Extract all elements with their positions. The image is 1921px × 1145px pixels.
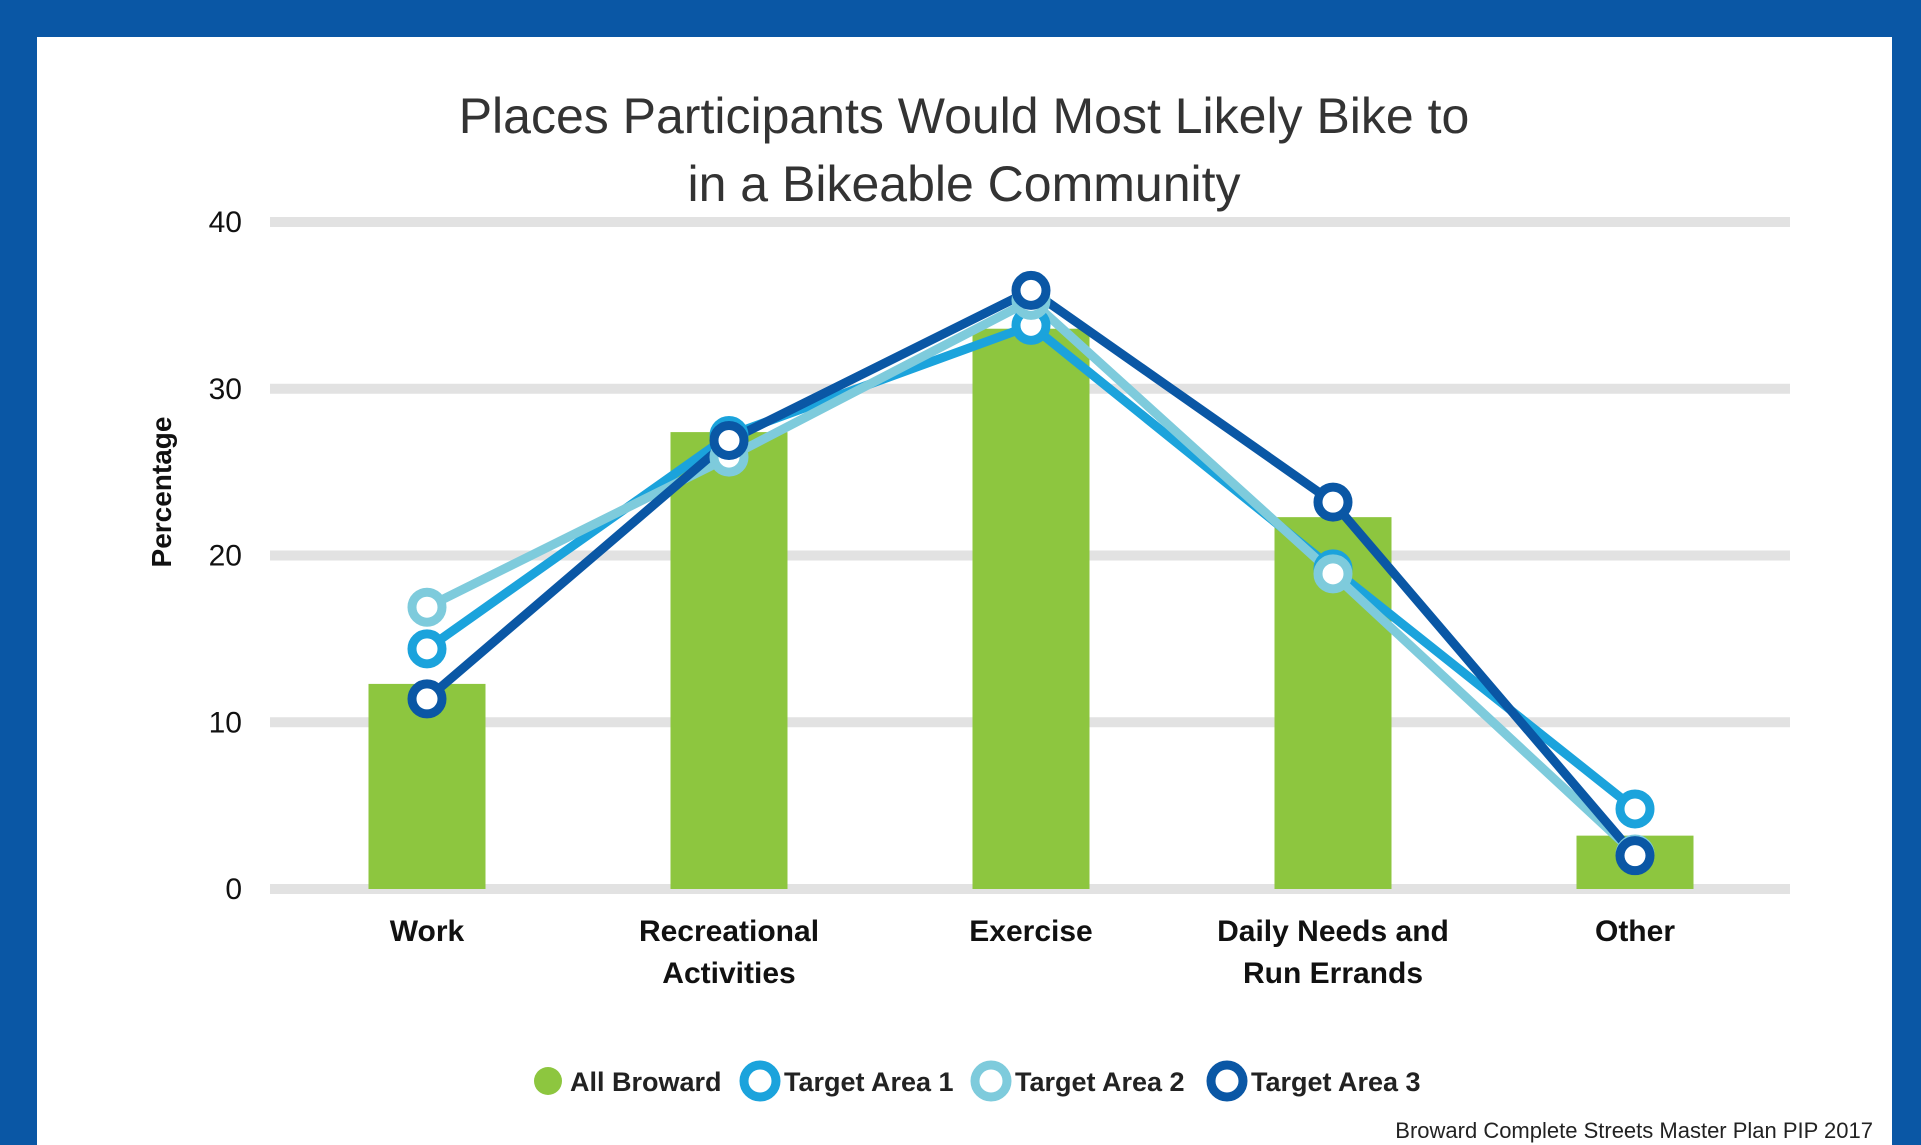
x-category-label: Daily Needs and bbox=[1217, 915, 1449, 948]
chart-card: Places Participants Would Most Likely Bi… bbox=[37, 37, 1892, 1145]
legend-marker bbox=[534, 1067, 562, 1095]
x-category-label: Other bbox=[1595, 915, 1675, 948]
bar bbox=[972, 328, 1090, 890]
legend-marker bbox=[739, 1060, 781, 1102]
series-lines bbox=[407, 270, 1655, 876]
series-marker bbox=[1313, 482, 1353, 522]
source-note: Broward Complete Streets Master Plan PIP… bbox=[1395, 1118, 1873, 1143]
legend-label: Target Area 3 bbox=[1251, 1067, 1421, 1097]
series-marker bbox=[1011, 270, 1051, 310]
bar bbox=[670, 432, 788, 889]
y-tick-label: 0 bbox=[225, 873, 242, 906]
y-axis-label: Percentage bbox=[146, 417, 177, 568]
series-marker bbox=[709, 420, 749, 460]
series-marker bbox=[1615, 836, 1655, 876]
series-marker bbox=[1615, 789, 1655, 829]
series-marker bbox=[407, 679, 447, 719]
legend-marker bbox=[970, 1060, 1012, 1102]
x-category-label: Recreational bbox=[639, 915, 819, 948]
legend-label: All Broward bbox=[570, 1067, 722, 1097]
y-tick-label: 40 bbox=[209, 206, 242, 239]
legend-marker bbox=[1206, 1060, 1248, 1102]
series-marker bbox=[407, 587, 447, 627]
x-category-label: Run Errands bbox=[1243, 957, 1423, 990]
legend-label: Target Area 1 bbox=[784, 1067, 954, 1097]
y-tick-label: 20 bbox=[209, 540, 242, 573]
x-category-label: Activities bbox=[662, 957, 795, 990]
y-tick-label: 10 bbox=[209, 706, 242, 739]
chart-svg: Places Participants Would Most Likely Bi… bbox=[146, 88, 1873, 1143]
series-marker bbox=[1313, 554, 1353, 594]
legend-label: Target Area 2 bbox=[1015, 1067, 1185, 1097]
chart-title-line: in a Bikeable Community bbox=[687, 156, 1240, 212]
chart-title-line: Places Participants Would Most Likely Bi… bbox=[459, 88, 1470, 144]
series-marker bbox=[407, 629, 447, 669]
bars bbox=[368, 328, 1694, 890]
y-axis-ticks: 0 10 20 30 40 bbox=[209, 206, 242, 906]
chart-title: Places Participants Would Most Likely Bi… bbox=[459, 88, 1470, 212]
y-tick-label: 30 bbox=[209, 373, 242, 406]
x-category-label: Exercise bbox=[969, 915, 1092, 948]
x-axis-categories: Work Recreational Activities Exercise Daily … bbox=[390, 915, 1676, 990]
legend: All Broward Target Area 1 Target Area 2 Tar… bbox=[534, 1060, 1421, 1102]
x-category-label: Work bbox=[390, 915, 465, 948]
